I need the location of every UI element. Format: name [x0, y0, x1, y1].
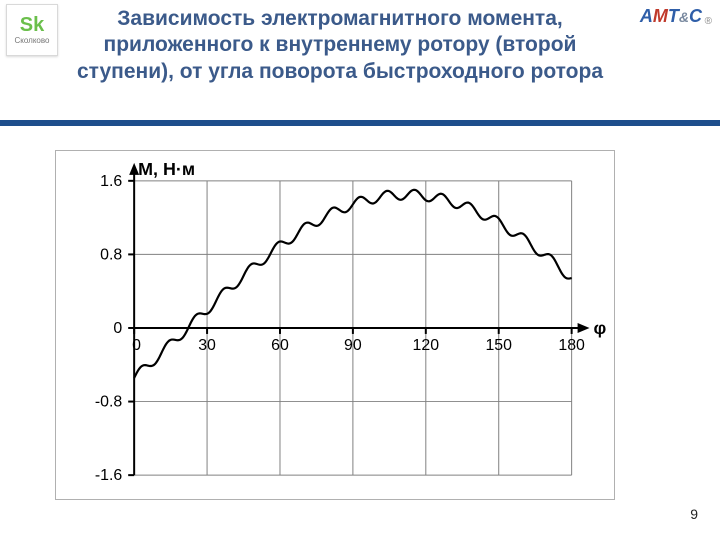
- amtc-logo: AMT&C: [640, 6, 702, 26]
- svg-text:M, Н·м: M, Н·м: [138, 159, 195, 179]
- svg-text:120: 120: [413, 337, 440, 354]
- svg-text:-1.6: -1.6: [95, 467, 123, 484]
- svg-text:0.8: 0.8: [100, 246, 122, 263]
- registered-mark: ®: [705, 16, 712, 27]
- svg-text:1.6: 1.6: [100, 173, 122, 190]
- svg-text:-0.8: -0.8: [95, 394, 123, 411]
- svg-text:60: 60: [271, 337, 289, 354]
- page-number: 9: [690, 506, 698, 522]
- slide: Sk Сколково AMT&C ® Зависимость электром…: [0, 0, 720, 540]
- svg-text:30: 30: [198, 337, 216, 354]
- title-underline: [0, 120, 720, 126]
- svg-text:φ: φ: [594, 318, 607, 338]
- torque-chart: 0306090120150180-1.6-0.800.81.6M, Н·мφ: [55, 150, 615, 500]
- svg-text:150: 150: [485, 337, 512, 354]
- chart-svg: 0306090120150180-1.6-0.800.81.6M, Н·мφ: [56, 151, 614, 499]
- slide-title: Зависимость электромагнитного момента, п…: [70, 6, 610, 85]
- skolkovo-logo: Sk Сколково: [6, 4, 58, 56]
- svg-text:90: 90: [344, 337, 362, 354]
- skolkovo-logo-sub: Сколково: [15, 37, 50, 45]
- svg-text:0: 0: [113, 320, 122, 337]
- skolkovo-logo-letters: Sk: [20, 15, 44, 35]
- svg-text:180: 180: [558, 337, 585, 354]
